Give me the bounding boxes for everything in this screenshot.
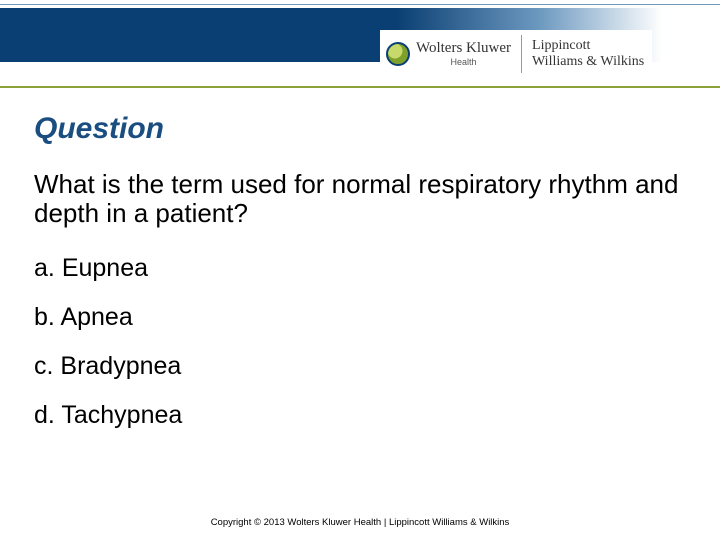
brand1-sub: Health <box>416 58 511 67</box>
slide-title: Question <box>34 112 686 146</box>
option-text: Eupnea <box>62 254 148 282</box>
option-letter: d. <box>34 401 55 429</box>
brand2-text: Lippincott Williams & Wilkins <box>532 38 644 70</box>
option-d: d. Tachypnea <box>34 401 686 430</box>
content-area: Question What is the term used for norma… <box>34 112 686 430</box>
wolters-kluwer-logo-icon <box>386 42 410 66</box>
option-text: Tachypnea <box>61 401 182 429</box>
option-letter: a. <box>34 254 55 282</box>
header-top-line <box>0 4 720 5</box>
options-list: a. Eupnea b. Apnea c. Bradypnea d. Tachy… <box>34 254 686 430</box>
option-text: Apnea <box>60 303 132 331</box>
option-letter: b. <box>34 303 55 331</box>
option-a: a. Eupnea <box>34 254 686 283</box>
brand2-line2: Williams & Wilkins <box>532 54 644 70</box>
brand1-text: Wolters Kluwer Health <box>416 41 511 67</box>
slide: Wolters Kluwer Health Lippincott William… <box>0 0 720 540</box>
option-b: b. Apnea <box>34 303 686 332</box>
brand-divider <box>521 35 522 73</box>
brand2-line1: Lippincott <box>532 38 644 54</box>
header-band: Wolters Kluwer Health Lippincott William… <box>0 0 720 86</box>
brand-group: Wolters Kluwer Health Lippincott William… <box>380 30 652 78</box>
footer-copyright: Copyright © 2013 Wolters Kluwer Health |… <box>0 517 720 528</box>
option-text: Bradypnea <box>60 352 181 380</box>
header-green-line <box>0 86 720 88</box>
option-c: c. Bradypnea <box>34 352 686 381</box>
option-letter: c. <box>34 352 53 380</box>
question-text: What is the term used for normal respira… <box>34 170 686 228</box>
brand1-name: Wolters Kluwer <box>416 41 511 56</box>
